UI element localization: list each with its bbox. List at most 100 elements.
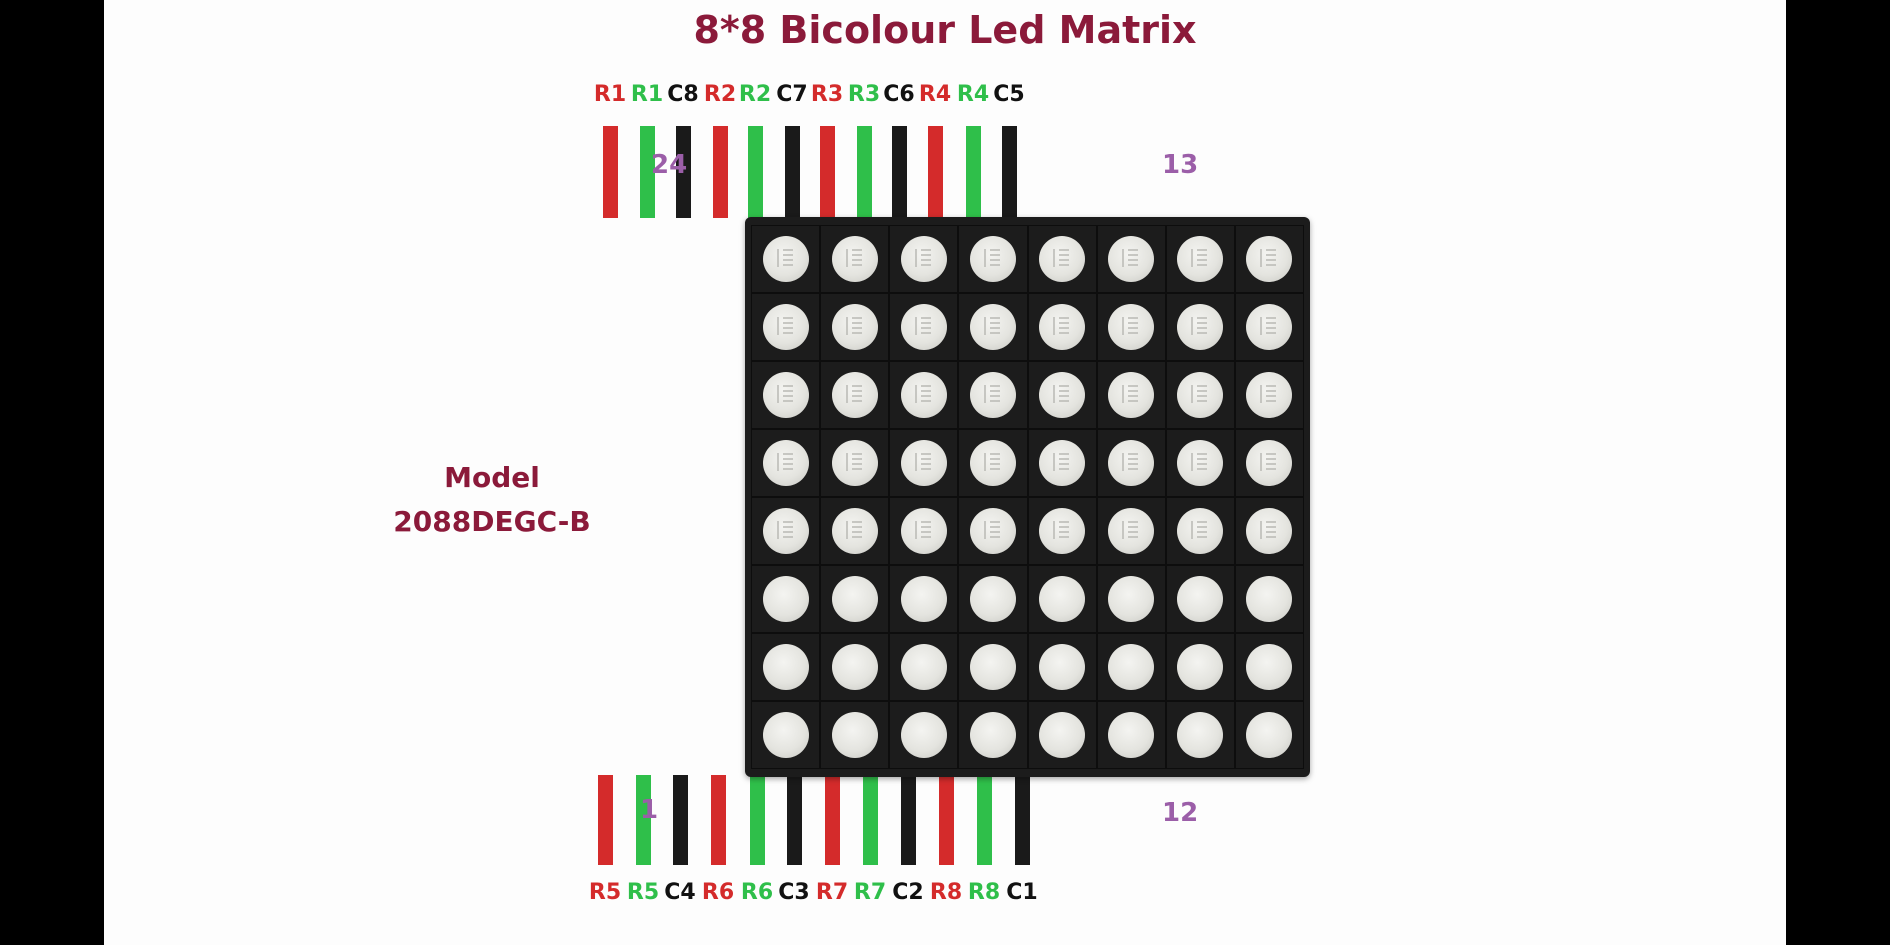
led-dot (762, 236, 809, 282)
bottom-pin-label-1: R5 (588, 880, 622, 905)
led-cell (1165, 565, 1235, 633)
led-cell (1096, 497, 1166, 565)
bottom-pin-label-6: C3 (778, 880, 810, 905)
led-dot (762, 372, 809, 418)
led-dot (1108, 236, 1155, 282)
led-cell (820, 633, 890, 701)
led-cell (1165, 633, 1235, 701)
top-pin-wire-2 (640, 126, 655, 218)
led-dot (831, 712, 878, 758)
led-dot (900, 644, 947, 690)
led-dot (969, 576, 1016, 622)
led-dot (1039, 440, 1086, 486)
top-pin-label-3: C8 (667, 82, 699, 107)
led-cell (1165, 701, 1235, 769)
model-number: 2088DEGC-B (393, 505, 591, 538)
led-dot (1039, 644, 1086, 690)
led-dot (900, 576, 947, 622)
model-label: Model 2088DEGC-B (342, 456, 642, 544)
led-dot (762, 304, 809, 350)
bottom-pin-label-12: C1 (1006, 880, 1038, 905)
pin-number-1: 1 (640, 795, 659, 825)
led-dot (1246, 576, 1293, 622)
bottom-pin-wire-8 (863, 775, 878, 865)
bottom-pin-wire-1 (598, 775, 613, 865)
led-cell (1165, 361, 1235, 429)
bottom-pin-label-2: R5 (626, 880, 660, 905)
led-cell (751, 701, 821, 769)
led-dot (1246, 644, 1293, 690)
bottom-pin-label-3: C4 (664, 880, 696, 905)
led-dot (762, 440, 809, 486)
pin-number-24: 24 (651, 150, 688, 180)
led-dot (1246, 236, 1293, 282)
led-dot (969, 644, 1016, 690)
bottom-pin-label-8: R7 (853, 880, 887, 905)
led-cell (1234, 701, 1304, 769)
top-pin-label-6: C7 (776, 82, 808, 107)
led-dot (831, 440, 878, 486)
led-cell (958, 497, 1028, 565)
bottom-pin-wire-10 (939, 775, 954, 865)
led-cell (1165, 429, 1235, 497)
top-pin-label-10: R4 (918, 82, 952, 107)
led-dot (900, 236, 947, 282)
top-pin-label-7: R3 (810, 82, 844, 107)
led-dot (1108, 440, 1155, 486)
bottom-pin-wire-11 (977, 775, 992, 865)
led-cell (751, 293, 821, 361)
led-cell (820, 565, 890, 633)
led-cell (1096, 225, 1166, 293)
led-cell (1234, 633, 1304, 701)
led-cell (1027, 429, 1097, 497)
bottom-pin-label-5: R6 (740, 880, 774, 905)
led-dot (831, 508, 878, 554)
led-dot (1177, 508, 1224, 554)
led-cell (1234, 429, 1304, 497)
top-pin-wire-11 (966, 126, 981, 218)
led-cell (958, 565, 1028, 633)
led-cell (889, 361, 959, 429)
led-dot (1108, 576, 1155, 622)
led-cell (1234, 293, 1304, 361)
bottom-pin-label-4: R6 (701, 880, 735, 905)
top-pin-wire-10 (928, 126, 943, 218)
led-cell (1096, 429, 1166, 497)
model-heading: Model (444, 461, 540, 494)
led-dot (831, 236, 878, 282)
led-cell (751, 361, 821, 429)
top-pin-wire-6 (785, 126, 800, 218)
led-cell (751, 497, 821, 565)
led-dot (1108, 372, 1155, 418)
bottom-pin-label-9: C2 (892, 880, 924, 905)
top-pin-label-4: R2 (703, 82, 737, 107)
led-cell (889, 225, 959, 293)
led-dot (1177, 304, 1224, 350)
top-pin-wire-3 (676, 126, 691, 218)
led-dot (1177, 236, 1224, 282)
diagram-title: 8*8 Bicolour Led Matrix (693, 8, 1197, 52)
led-cell (820, 361, 890, 429)
led-dot (1039, 576, 1086, 622)
bottom-pin-wire-12 (1015, 775, 1030, 865)
led-dot (1177, 712, 1224, 758)
led-dot (762, 644, 809, 690)
led-dot (762, 576, 809, 622)
led-cell (889, 497, 959, 565)
top-pin-label-2: R1 (630, 82, 664, 107)
led-cell (1027, 293, 1097, 361)
bottom-pin-wire-3 (673, 775, 688, 865)
pin-number-13: 13 (1162, 150, 1199, 180)
led-dot (1039, 304, 1086, 350)
bottom-pin-wire-7 (825, 775, 840, 865)
pin-number-12: 12 (1162, 798, 1199, 828)
led-grid (751, 225, 1304, 769)
top-pin-wire-1 (603, 126, 618, 218)
led-dot (1177, 440, 1224, 486)
led-dot (831, 372, 878, 418)
bottom-pin-wire-2 (636, 775, 651, 865)
top-pin-label-11: R4 (956, 82, 990, 107)
led-cell (1096, 565, 1166, 633)
led-dot (1246, 712, 1293, 758)
led-dot (762, 508, 809, 554)
